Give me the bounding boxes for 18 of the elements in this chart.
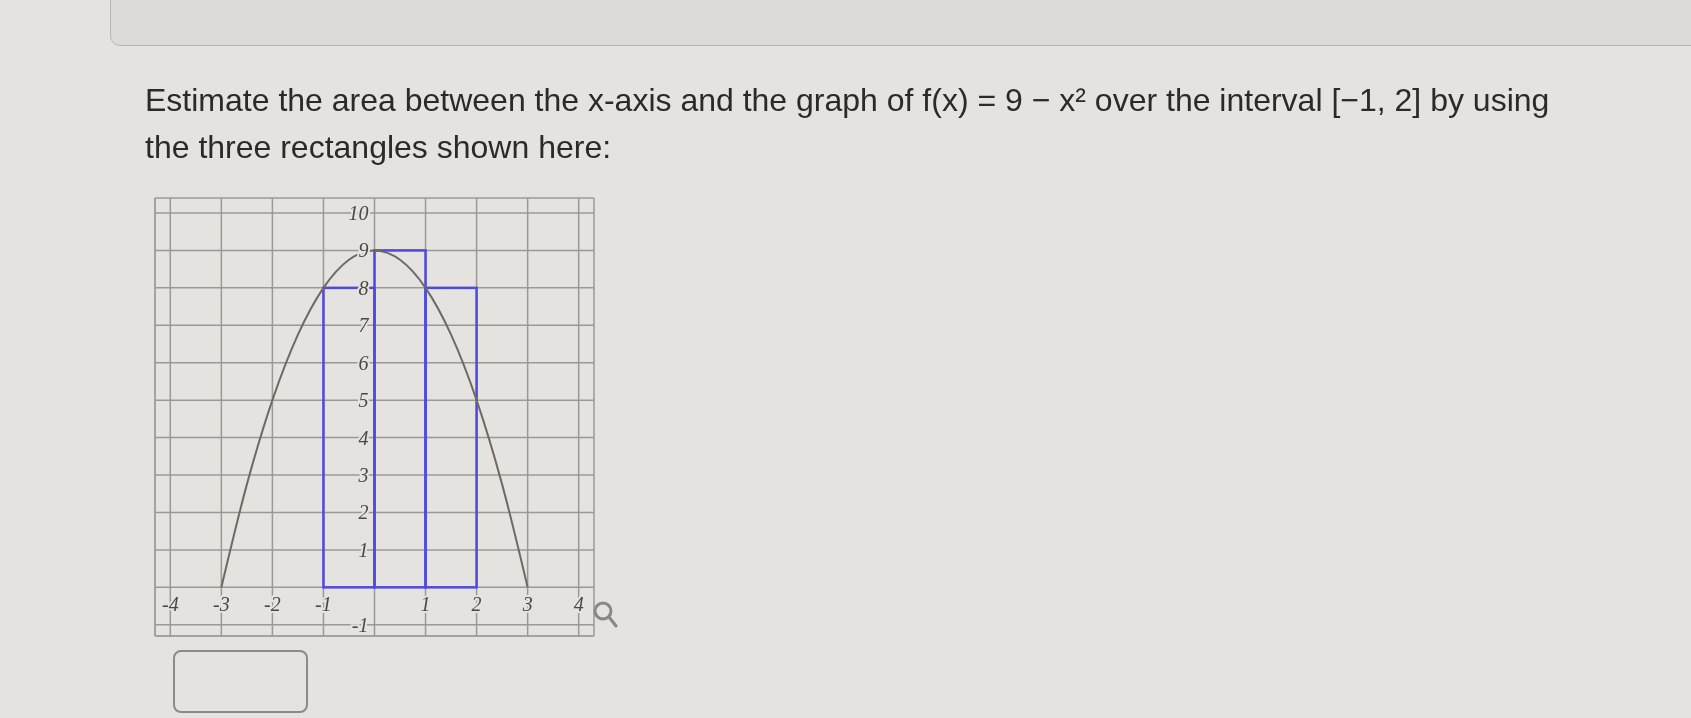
x-tick-label: -3 [213, 593, 230, 616]
y-tick-label: 4 [358, 426, 369, 449]
x-tick-label: 3 [521, 593, 533, 616]
y-tick-label: 6 [358, 351, 369, 374]
x-tick-label: -1 [315, 593, 332, 616]
y-tick-label: 7 [358, 314, 370, 337]
x-tick-label: 2 [471, 593, 482, 616]
x-tick-label: 1 [420, 593, 431, 616]
y-tick-label: 3 [357, 464, 369, 487]
text: Estimate the area between the x-axis and the graph of f(x) = 9 − x² over the interval [−1, 2] by using the three rectangles shown here: [145, 81, 1551, 167]
y-tick-label: 5 [358, 389, 369, 412]
y-tick-label: 2 [358, 501, 369, 524]
y-tick-label: -1 [351, 613, 369, 636]
x-tick-label: -4 [161, 593, 179, 616]
y-tick-label: 1 [358, 538, 369, 561]
x-tick-label: 4 [573, 593, 584, 616]
x-tick-label: -2 [264, 593, 281, 616]
y-tick-label: 10 [348, 201, 369, 224]
